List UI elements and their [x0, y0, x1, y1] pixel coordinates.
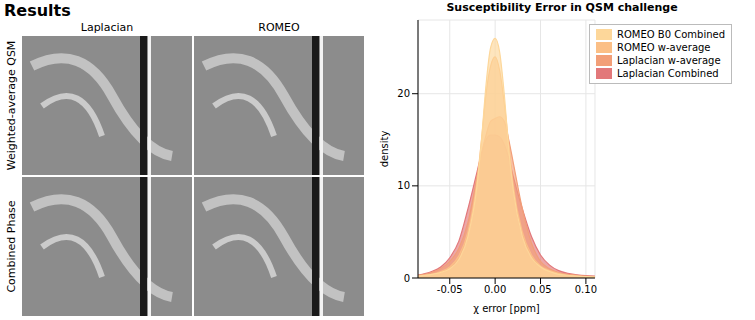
html-text:Laplacian w-average: Laplacian w-average — [617, 55, 721, 66]
svg-text:0.05: 0.05 — [529, 284, 551, 295]
svg-text:20: 20 — [397, 88, 410, 99]
html-text:ROMEO B0 Combined: ROMEO B0 Combined — [617, 29, 725, 40]
svg-text:0.10: 0.10 — [575, 284, 597, 295]
svg-text:density: density — [379, 131, 390, 168]
html-text:Laplacian Combined: Laplacian Combined — [617, 68, 719, 79]
svg-text:χ error [ppm]: χ error [ppm] — [473, 303, 540, 314]
html-text:ROMEO w-average: ROMEO w-average — [617, 42, 711, 53]
html-text:Susceptibility Error in QSM ch: Susceptibility Error in QSM challenge — [446, 1, 678, 14]
svg-text:0: 0 — [404, 273, 410, 284]
svg-text:Results: Results — [4, 1, 71, 20]
svg-text:Weighted-average QSM: Weighted-average QSM — [5, 41, 18, 171]
svg-text:Laplacian: Laplacian — [81, 21, 133, 34]
svg-text:Combined Phase: Combined Phase — [5, 200, 18, 292]
svg-text:ROMEO: ROMEO — [258, 21, 300, 34]
svg-text:0.00: 0.00 — [484, 284, 506, 295]
svg-text:10: 10 — [397, 180, 410, 191]
svg-text:-0.05: -0.05 — [437, 284, 463, 295]
